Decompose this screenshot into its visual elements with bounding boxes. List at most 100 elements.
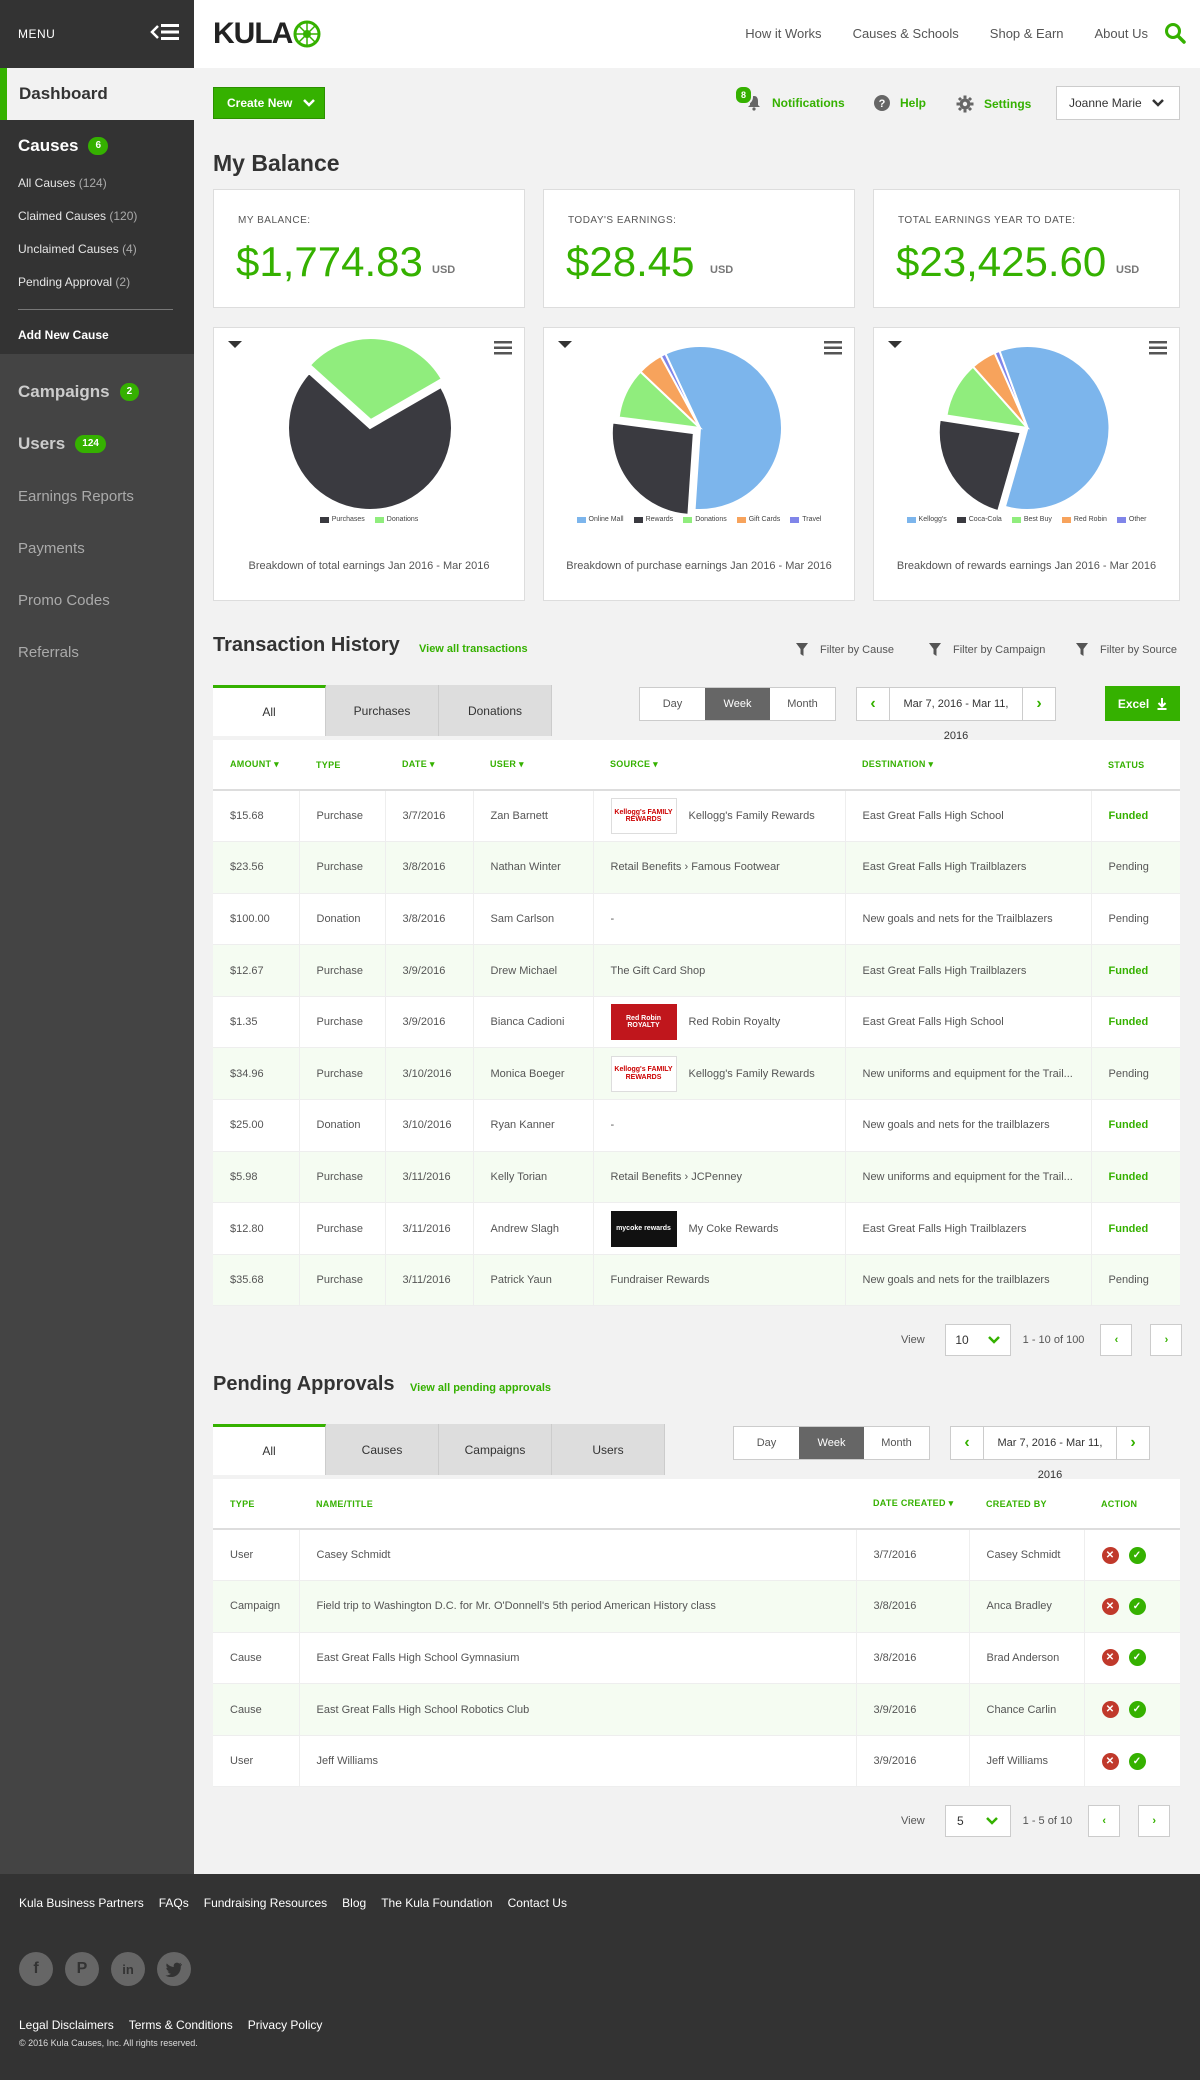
- approve-icon[interactable]: ✓: [1128, 1597, 1146, 1615]
- terms-conditions-link[interactable]: Terms & Conditions: [128, 2018, 233, 2032]
- pie-slice-rewards[interactable]: [610, 421, 695, 516]
- tab-all[interactable]: All: [213, 1424, 326, 1475]
- table-row[interactable]: $35.68 Purchase 3/11/2016 Patrick Yaun Fundr…: [213, 1254, 1180, 1307]
- sidebar-item-causes[interactable]: Causes 6: [18, 136, 176, 156]
- settings-button[interactable]: Settings: [956, 95, 1031, 113]
- legal-disclaimers-link[interactable]: Legal Disclaimers: [19, 2018, 114, 2032]
- tab-donations[interactable]: Donations: [439, 685, 552, 736]
- pie-slice-coca-cola[interactable]: [937, 418, 1023, 513]
- period-week[interactable]: Week: [799, 1427, 864, 1459]
- sidebar-item-payments[interactable]: Payments: [18, 539, 85, 557]
- col-source[interactable]: SOURCE ▾: [593, 740, 845, 791]
- chart-dropdown-icon[interactable]: [888, 341, 902, 348]
- per-page-select[interactable]: 5: [944, 1805, 1011, 1837]
- approve-icon[interactable]: ✓: [1128, 1701, 1146, 1719]
- view-all-transactions-link[interactable]: View all transactions: [419, 643, 528, 655]
- reject-icon[interactable]: ✕: [1101, 1546, 1119, 1564]
- filter-by-source[interactable]: Filter by Source: [1076, 643, 1177, 656]
- tab-causes[interactable]: Causes: [326, 1424, 439, 1475]
- approve-icon[interactable]: ✓: [1128, 1546, 1146, 1564]
- table-row[interactable]: $25.00 Donation 3/10/2016 Ryan Kanner - New g…: [213, 1099, 1180, 1152]
- tab-users[interactable]: Users: [552, 1424, 665, 1475]
- col-user[interactable]: USER ▾: [473, 740, 593, 791]
- pie-slice-travel[interactable]: [659, 352, 701, 429]
- footer-link-faqs[interactable]: FAQs: [158, 1896, 189, 1910]
- table-row[interactable]: $34.96 Purchase 3/10/2016 Monica Boeger Kell…: [213, 1047, 1180, 1101]
- period-month[interactable]: Month: [881, 1437, 912, 1449]
- col-date[interactable]: DATE ▾: [385, 740, 473, 791]
- table-row[interactable]: User Casey Schmidt 3/7/2016 Casey Schmidt ✕ ✓: [213, 1529, 1180, 1582]
- reject-icon[interactable]: ✕: [1101, 1649, 1119, 1667]
- prev-range-button[interactable]: ‹: [870, 695, 876, 712]
- approve-icon[interactable]: ✓: [1128, 1649, 1146, 1667]
- chart-menu-icon[interactable]: [1149, 341, 1167, 355]
- nav-about-us[interactable]: About Us: [1094, 26, 1148, 41]
- footer-link-business-partners[interactable]: Kula Business Partners: [19, 1896, 144, 1910]
- reject-icon[interactable]: ✕: [1101, 1597, 1119, 1615]
- nav-how-it-works[interactable]: How it Works: [745, 26, 822, 41]
- filter-by-cause[interactable]: Filter by Cause: [796, 643, 894, 656]
- table-row[interactable]: $12.67 Purchase 3/9/2016 Drew Michael The Gi…: [213, 944, 1180, 997]
- pinterest-icon[interactable]: P: [65, 1952, 99, 1986]
- sidebar-item-claimed-causes[interactable]: Claimed Causes (120): [18, 209, 176, 223]
- period-week[interactable]: Week: [705, 688, 770, 720]
- chart-dropdown-icon[interactable]: [228, 341, 242, 348]
- table-row[interactable]: $5.98 Purchase 3/11/2016 Kelly Torian Retail…: [213, 1151, 1180, 1204]
- linkedin-icon[interactable]: in: [111, 1952, 145, 1986]
- table-row[interactable]: $15.68 Purchase 3/7/2016 Zan Barnett Kellogg…: [213, 790, 1180, 843]
- sidebar-item-referrals[interactable]: Referrals: [18, 643, 79, 661]
- tab-all[interactable]: All: [213, 685, 326, 736]
- sidebar-item-campaigns[interactable]: Campaigns 2: [18, 366, 176, 418]
- chart-dropdown-icon[interactable]: [558, 341, 572, 348]
- pie-slice-donations[interactable]: [308, 338, 444, 422]
- facebook-icon[interactable]: f: [19, 1952, 53, 1986]
- pie-slice-online-mall[interactable]: [664, 345, 783, 511]
- view-all-pending-link[interactable]: View all pending approvals: [410, 1382, 552, 1394]
- period-month[interactable]: Month: [787, 698, 818, 710]
- sidebar-item-unclaimed-causes[interactable]: Unclaimed Causes (4): [18, 242, 176, 256]
- table-row[interactable]: Cause East Great Falls High School Roboti…: [213, 1683, 1180, 1736]
- pie-slice-kellogg-s[interactable]: [998, 345, 1111, 511]
- pie-slice-other[interactable]: [993, 349, 1029, 429]
- sidebar-item-all-causes[interactable]: All Causes (124): [18, 176, 176, 190]
- nav-shop-earn[interactable]: Shop & Earn: [989, 26, 1064, 41]
- table-row[interactable]: $23.56 Purchase 3/8/2016 Nathan Winter Retai…: [213, 841, 1180, 894]
- next-range-button[interactable]: ›: [1130, 1434, 1136, 1451]
- period-day[interactable]: Day: [756, 1437, 777, 1449]
- twitter-icon[interactable]: [157, 1952, 191, 1986]
- col-destination[interactable]: DESTINATION ▾: [845, 740, 1091, 791]
- search-icon[interactable]: [1164, 22, 1186, 49]
- sidebar-item-pending-approval[interactable]: Pending Approval (2): [18, 275, 176, 289]
- create-new-button[interactable]: Create New: [213, 87, 325, 119]
- table-row[interactable]: $100.00 Donation 3/8/2016 Sam Carlson - New g…: [213, 893, 1180, 946]
- table-row[interactable]: $12.80 Purchase 3/11/2016 Andrew Slagh mycok…: [213, 1202, 1180, 1255]
- user-menu-dropdown[interactable]: Joanne Marie: [1056, 86, 1180, 120]
- kula-logo[interactable]: KULA: [213, 17, 321, 51]
- sidebar-item-users[interactable]: Users 124: [18, 418, 176, 470]
- approve-icon[interactable]: ✓: [1128, 1752, 1146, 1770]
- col-date-created[interactable]: DATE CREATED ▾: [856, 1479, 969, 1530]
- sidebar-item-earnings-reports[interactable]: Earnings Reports: [18, 487, 134, 505]
- prev-range-button[interactable]: ‹: [964, 1434, 970, 1451]
- sidebar-item-promo-codes[interactable]: Promo Codes: [18, 591, 110, 609]
- filter-by-campaign[interactable]: Filter by Campaign: [929, 643, 1045, 656]
- chart-menu-icon[interactable]: [494, 341, 512, 355]
- reject-icon[interactable]: ✕: [1101, 1701, 1119, 1719]
- period-day[interactable]: Day: [662, 698, 683, 710]
- reject-icon[interactable]: ✕: [1101, 1752, 1119, 1770]
- help-button[interactable]: ? Help: [874, 95, 926, 111]
- tab-campaigns[interactable]: Campaigns: [439, 1424, 552, 1475]
- privacy-policy-link[interactable]: Privacy Policy: [247, 2018, 323, 2032]
- prev-page-button[interactable]: ‹: [1100, 1324, 1133, 1356]
- footer-link-kula-foundation[interactable]: The Kula Foundation: [381, 1896, 493, 1910]
- sidebar-item-dashboard[interactable]: Dashboard: [0, 68, 194, 120]
- table-row[interactable]: Cause East Great Falls High School Gymnas…: [213, 1632, 1180, 1685]
- next-range-button[interactable]: ›: [1036, 695, 1042, 712]
- table-row[interactable]: User Jeff Williams 3/9/2016 Jeff Williams ✕ ✓: [213, 1735, 1180, 1788]
- prev-page-button[interactable]: ‹: [1088, 1805, 1121, 1837]
- footer-link-fundraising-resources[interactable]: Fundraising Resources: [203, 1896, 328, 1910]
- table-row[interactable]: $1.35 Purchase 3/9/2016 Bianca Cadioni Red R…: [213, 996, 1180, 1049]
- collapse-menu-icon[interactable]: [150, 22, 180, 47]
- tab-purchases[interactable]: Purchases: [326, 685, 439, 736]
- chart-menu-icon[interactable]: [824, 341, 842, 355]
